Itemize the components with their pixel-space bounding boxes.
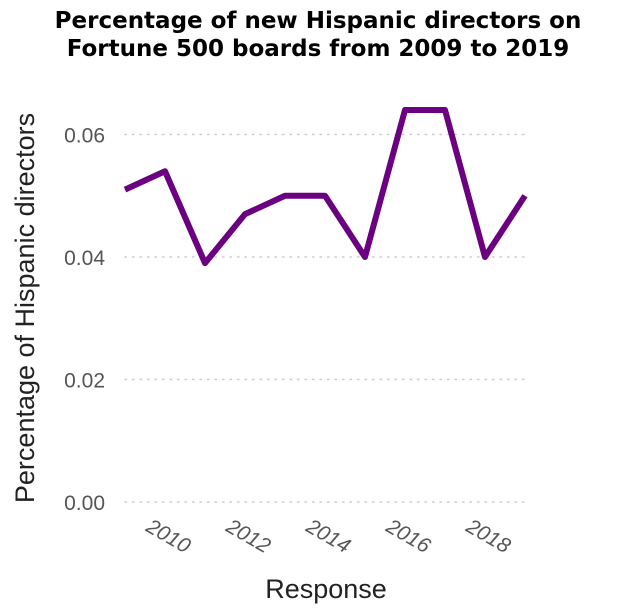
x-axis-ticks: 2010 2012 2014 2016 2018 <box>141 514 514 558</box>
y-tick-label: 0.06 <box>64 125 105 148</box>
y-axis-ticks: 0.00 0.02 0.04 0.06 <box>64 125 105 516</box>
y-tick-label: 0.02 <box>64 370 105 393</box>
x-tick-label: 2010 <box>141 514 194 558</box>
series-line <box>123 107 528 267</box>
chart-title-line-1: Percentage of new Hispanic directors on <box>55 8 582 34</box>
x-tick-label: 2012 <box>221 514 274 558</box>
x-axis-title: Response <box>265 574 387 604</box>
x-tick-label: 2014 <box>301 514 354 558</box>
series-layer <box>123 107 528 267</box>
y-tick-label: 0.00 <box>64 492 105 515</box>
y-axis-title: Percentage of Hispanic directors <box>10 113 40 503</box>
chart-title-line-2: Fortune 500 boards from 2009 to 2019 <box>67 36 570 62</box>
y-tick-label: 0.04 <box>64 247 105 270</box>
gridlines <box>124 133 528 503</box>
x-tick-label: 2018 <box>461 514 514 558</box>
x-tick-label: 2016 <box>381 514 434 558</box>
